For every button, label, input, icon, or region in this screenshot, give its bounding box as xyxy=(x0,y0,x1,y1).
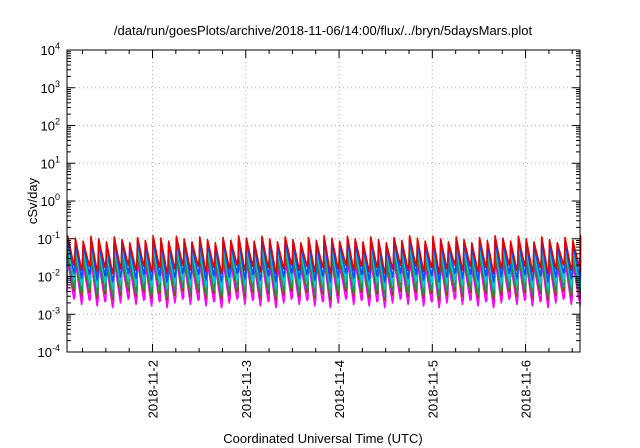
y-tick-label: 103 xyxy=(41,79,60,96)
y-tick-label: 100 xyxy=(41,192,60,209)
y-tick-exponent: 2 xyxy=(55,117,60,127)
y-tick-base: 10 xyxy=(41,43,55,58)
y-tick-label: 10-1 xyxy=(38,230,60,247)
y-tick-label: 10-2 xyxy=(38,268,60,285)
y-tick-base: 10 xyxy=(38,232,52,247)
grid xyxy=(67,50,580,352)
x-axis: 2018-11-2 2018-11-3 2018-11-4 2018-11-5 2018… xyxy=(82,50,573,418)
y-tick-base: 10 xyxy=(41,194,55,209)
y-tick-label: 104 xyxy=(41,41,60,58)
y-tick-exponent: 1 xyxy=(55,154,60,164)
y-tick-exponent: 0 xyxy=(55,192,60,202)
y-tick-label: 101 xyxy=(41,154,60,171)
x-tick-label: 2018-11-3 xyxy=(239,360,254,418)
y-tick-base: 10 xyxy=(38,345,52,360)
x-tick-label: 2018-11-5 xyxy=(425,360,440,418)
y-tick-exponent: -3 xyxy=(52,305,60,315)
y-tick-base: 10 xyxy=(38,307,52,322)
y-tick-label: 10-3 xyxy=(38,305,60,322)
x-tick-label: 2018-11-4 xyxy=(332,360,347,418)
y-tick-base: 10 xyxy=(41,81,55,96)
y-tick-exponent: 3 xyxy=(55,79,60,89)
y-tick-label: 102 xyxy=(41,117,60,134)
y-tick-label: 10-4 xyxy=(38,343,60,360)
y-tick-base: 10 xyxy=(38,270,52,285)
x-axis-label: Coordinated Universal Time (UTC) xyxy=(223,431,422,446)
y-tick-exponent: -1 xyxy=(52,230,60,240)
x-tick-label: 2018-11-6 xyxy=(519,360,534,418)
y-tick-exponent: -4 xyxy=(52,343,60,353)
x-tick-label: 2018-11-2 xyxy=(146,360,161,418)
series-line xyxy=(66,234,582,275)
y-axis-label: cSv/day xyxy=(25,177,40,224)
y-tick-base: 10 xyxy=(41,119,55,134)
y-tick-exponent: -2 xyxy=(52,268,60,278)
y-tick-exponent: 4 xyxy=(55,41,60,51)
chart-title: /data/run/goesPlots/archive/2018-11-06/1… xyxy=(114,23,533,38)
y-tick-base: 10 xyxy=(41,156,55,171)
data-series xyxy=(66,234,582,309)
